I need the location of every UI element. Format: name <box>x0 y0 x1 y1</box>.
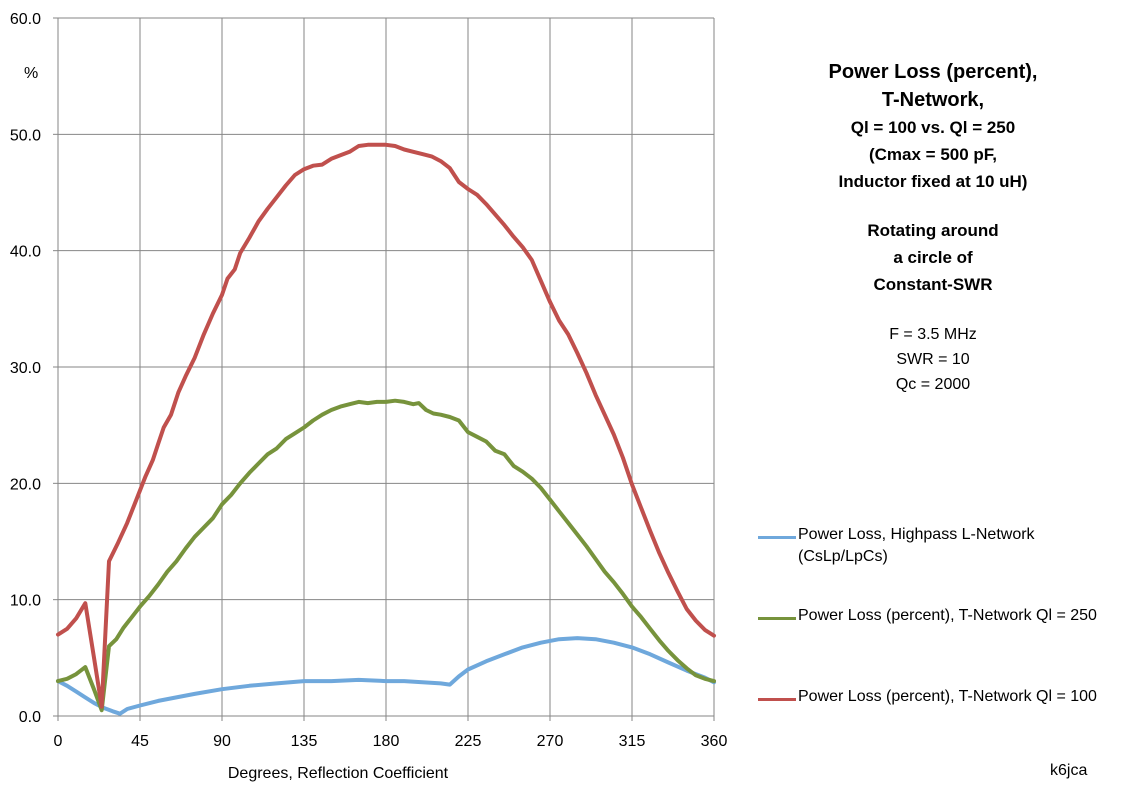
series-lines <box>56 142 716 716</box>
param-swr: SWR = 10 <box>896 351 970 368</box>
tick-labels: 0 45 90 135 180 225 270 315 360 0.0 10.0 20.0 30.0 40… <box>10 11 728 750</box>
legend-swatch-highpass <box>758 536 796 539</box>
series-line-ql250 <box>56 398 716 713</box>
author-credit: k6jca <box>1050 762 1088 779</box>
param-frequency: F = 3.5 MHz <box>889 326 977 343</box>
x-tick-label: 270 <box>537 733 564 750</box>
rotation-line-1: Rotating around <box>867 221 999 240</box>
y-tick-label: 40.0 <box>10 244 41 261</box>
x-tick-label: 225 <box>455 733 482 750</box>
subtitle-line-2: (Cmax = 500 pF, <box>868 145 998 164</box>
rotation-line-2: a circle of <box>893 248 973 267</box>
title-line-2: T-Network, <box>881 89 985 111</box>
series-line-ql100 <box>56 142 716 709</box>
x-tick-label: 315 <box>619 733 646 750</box>
subtitle-line-1: Ql = 100 vs. Ql = 250 <box>850 118 1016 137</box>
legend-item-ql100: Power Loss (percent), T-Network Ql = 100 <box>758 686 1126 708</box>
legend-swatch-ql250 <box>758 617 796 620</box>
y-tick-label: 10.0 <box>10 593 41 610</box>
legend-label-ql100: Power Loss (percent), T-Network Ql = 100 <box>798 688 1097 705</box>
y-tick-label: 30.0 <box>10 360 41 377</box>
legend-item-highpass: Power Loss, Highpass L-Network (CsLp/LpC… <box>758 524 1126 568</box>
x-axis-label: Degrees, Reflection Coefficient <box>228 765 449 782</box>
y-tick-label: 60.0 <box>10 11 41 28</box>
x-tick-label: 180 <box>373 733 400 750</box>
y-axis-label: % <box>24 65 38 82</box>
chart-title-block: Power Loss (percent), T-Network, Ql = 10… <box>770 58 1096 397</box>
legend-label-highpass: Power Loss, Highpass L-Network (CsLp/LpC… <box>798 526 1035 565</box>
grid-lines <box>53 17 715 721</box>
title-line-1: Power Loss (percent), <box>828 61 1038 83</box>
legend-item-ql250: Power Loss (percent), T-Network Ql = 250 <box>758 605 1126 627</box>
y-tick-label: 50.0 <box>10 127 41 144</box>
legend-swatch-ql100 <box>758 698 796 701</box>
series-line-highpass <box>56 636 716 716</box>
x-tick-label: 135 <box>291 733 318 750</box>
x-tick-label: 360 <box>701 733 728 750</box>
subtitle-line-3: Inductor fixed at 10 uH) <box>838 172 1028 191</box>
y-tick-label: 0.0 <box>19 709 41 726</box>
x-tick-label: 0 <box>54 733 63 750</box>
y-tick-label: 20.0 <box>10 476 41 493</box>
param-qc: Qc = 2000 <box>895 376 971 393</box>
legend-label-ql250: Power Loss (percent), T-Network Ql = 250 <box>798 607 1097 624</box>
rotation-line-3: Constant-SWR <box>873 275 993 294</box>
x-tick-label: 45 <box>131 733 149 750</box>
x-tick-label: 90 <box>213 733 231 750</box>
